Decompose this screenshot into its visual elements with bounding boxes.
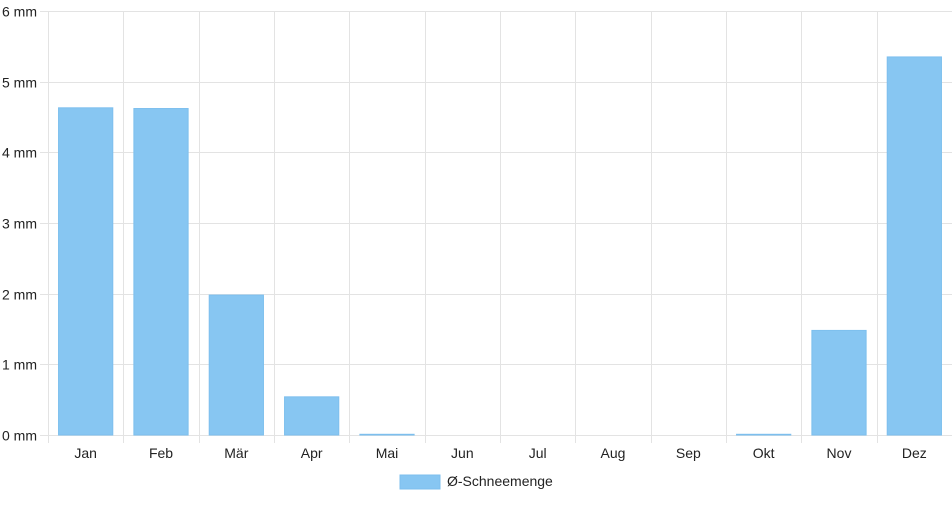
legend-swatch[interactable] <box>399 474 441 490</box>
legend-label[interactable]: Ø-Schneemenge <box>447 473 553 489</box>
bar-mär[interactable] <box>208 294 264 436</box>
y-tick-label: 0 mm <box>2 428 37 444</box>
x-tick-label: Apr <box>301 445 323 461</box>
bar-jan[interactable] <box>58 107 114 436</box>
legend[interactable]: Ø-Schneemenge <box>399 473 553 490</box>
y-tick-label: 2 mm <box>2 287 37 303</box>
x-tick-label: Nov <box>827 445 852 461</box>
y-tick-label: 4 mm <box>2 145 37 161</box>
bar-apr[interactable] <box>284 396 340 436</box>
bar-feb[interactable] <box>133 108 189 436</box>
y-axis-ticks: 0 mm 1 mm 2 mm 3 mm 4 mm 5 mm 6 mm <box>2 4 37 444</box>
y-tick-label: 3 mm <box>2 216 37 232</box>
x-tick-label: Feb <box>149 445 173 461</box>
x-tick-label: Dez <box>902 445 927 461</box>
bar-dez[interactable] <box>886 56 942 436</box>
x-tick-label: Mär <box>224 445 248 461</box>
x-tick-label: Mai <box>376 445 399 461</box>
y-tick-label: 5 mm <box>2 75 37 91</box>
x-tick-label: Jul <box>529 445 547 461</box>
x-axis-ticks: Jan Feb Mär Apr Mai Jun Jul Aug Sep Okt Nov Dez <box>74 445 926 461</box>
bar-okt[interactable] <box>736 433 792 436</box>
x-tick-label: Sep <box>676 445 701 461</box>
y-tick-label: 6 mm <box>2 4 37 20</box>
x-tick-label: Okt <box>753 445 775 461</box>
bars <box>58 56 942 436</box>
x-tick-label: Jun <box>451 445 474 461</box>
grid-lines <box>40 11 952 443</box>
y-tick-label: 1 mm <box>2 357 37 373</box>
bar-nov[interactable] <box>811 329 867 436</box>
bar-mai[interactable] <box>359 433 415 436</box>
x-tick-label: Aug <box>601 445 626 461</box>
x-tick-label: Jan <box>74 445 97 461</box>
